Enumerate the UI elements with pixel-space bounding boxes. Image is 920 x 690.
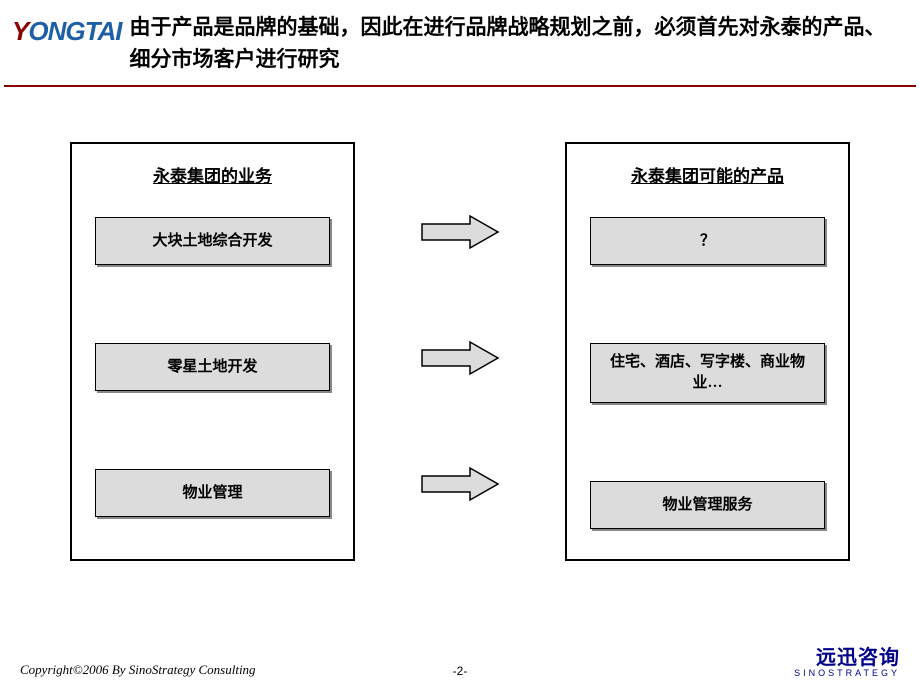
footer-logo-en: SINOSTRATEGY [794,668,900,678]
arrow-icon [420,466,500,502]
page-number: -2- [453,664,468,678]
left-item-1: 大块土地综合开发 [95,217,330,265]
footer-logo-cn: 远迅咨询 [794,641,900,670]
diagram-content: 永泰集团的业务 大块土地综合开发 零星土地开发 物业管理 永泰集团可能的产品 ？… [0,87,920,561]
logo-part-y: Y [12,16,28,46]
company-logo: YONGTAI [12,16,122,47]
arrow-icon [420,214,500,250]
logo-part-ng: NG [48,16,85,46]
arrow-1 [395,208,525,256]
left-panel-title: 永泰集团的业务 [153,162,272,187]
footer-logo: 远迅咨询 SINOSTRATEGY [794,641,900,678]
left-item-3: 物业管理 [95,469,330,517]
left-panel: 永泰集团的业务 大块土地综合开发 零星土地开发 物业管理 [70,142,355,561]
left-item-2: 零星土地开发 [95,343,330,391]
logo-part-o: O [28,16,47,46]
page-title: 由于产品是品牌的基础，因此在进行品牌战略规划之前，必须首先对永泰的产品、细分市场… [130,12,908,75]
header: YONGTAI 由于产品是品牌的基础，因此在进行品牌战略规划之前，必须首先对永泰… [0,0,920,75]
arrow-icon [420,340,500,376]
copyright-text: Copyright©2006 By SinoStrategy Consultin… [20,662,256,678]
arrow-column [395,142,525,561]
arrow-2 [395,334,525,382]
arrow-3 [395,460,525,508]
footer: Copyright©2006 By SinoStrategy Consultin… [0,641,920,678]
right-panel-title: 永泰集团可能的产品 [631,162,784,187]
logo-part-tai: TAI [85,16,122,46]
right-item-3: 物业管理服务 [590,481,825,529]
right-item-2: 住宅、酒店、写字楼、商业物业… [590,343,825,403]
right-item-1: ？ [590,217,825,265]
right-panel: 永泰集团可能的产品 ？ 住宅、酒店、写字楼、商业物业… 物业管理服务 [565,142,850,561]
